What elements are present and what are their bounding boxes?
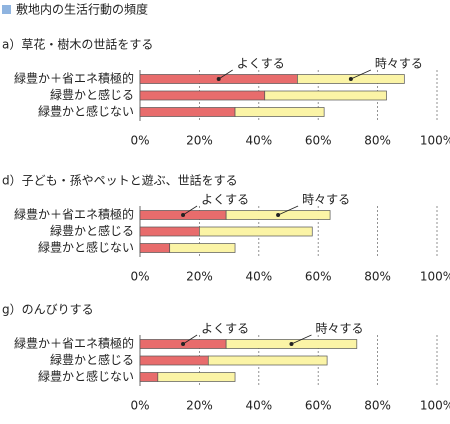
x-tick-label: 20% — [186, 134, 213, 148]
x-tick-label: 60% — [305, 399, 332, 413]
callout-dot — [348, 77, 353, 81]
callout-line — [350, 69, 372, 80]
x-tick-label: 100% — [420, 270, 450, 284]
chart-title: g）のんびりする — [2, 303, 94, 317]
y-tick-label: 緑豊かと感じる — [50, 223, 134, 238]
bar-segment — [234, 107, 325, 117]
bar-segment — [139, 355, 209, 366]
x-tick-label: 0% — [130, 270, 149, 284]
callout-line — [218, 69, 233, 80]
bar-segment — [139, 107, 236, 117]
legend-label: 時々する — [302, 193, 350, 207]
y-tick-label: 緑豊かと感じない — [38, 240, 134, 255]
callout-dot — [181, 213, 186, 217]
x-tick-label: 20% — [186, 270, 213, 284]
bar-segment — [157, 372, 236, 382]
bar-segment — [264, 90, 387, 101]
x-tick-label: 60% — [305, 270, 332, 284]
bar-segment — [207, 355, 328, 366]
bar-segment — [139, 90, 266, 101]
callout-dot — [181, 342, 186, 346]
legend-label: 時々する — [315, 322, 363, 336]
x-tick-label: 100% — [420, 134, 450, 148]
chart-title: a）草花・樹木の世話をする — [2, 37, 153, 52]
chart-title: d）子ども・孫やペットと遊ぶ、世話をする — [2, 173, 238, 188]
y-tick-label: 緑豊か＋省エネ積極的 — [14, 207, 134, 222]
callout-line — [291, 334, 312, 345]
page-title: 敷地内の生活行動の頻度 — [16, 2, 148, 17]
x-tick-label: 80% — [364, 399, 391, 413]
bar-segment — [139, 243, 171, 253]
bar-segment — [139, 226, 200, 237]
x-tick-label: 20% — [186, 399, 213, 413]
callout-dot — [216, 77, 221, 81]
callout-line — [182, 334, 198, 345]
x-tick-label: 0% — [130, 399, 149, 413]
legend-label: よくする — [237, 57, 285, 71]
y-tick-label: 緑豊か＋省エネ積極的 — [14, 71, 134, 86]
y-tick-label: 緑豊か＋省エネ積極的 — [14, 336, 134, 351]
x-tick-label: 60% — [305, 134, 332, 148]
legend-label: よくする — [201, 193, 249, 207]
y-tick-label: 緑豊かと感じる — [50, 87, 134, 102]
legend-label: 時々する — [375, 57, 423, 71]
bar-segment — [199, 226, 313, 237]
x-tick-label: 40% — [245, 270, 272, 284]
bar-segment — [169, 243, 236, 253]
y-tick-label: 緑豊かと感じる — [50, 352, 134, 367]
y-tick-label: 緑豊かと感じない — [38, 369, 134, 384]
callout-dot — [289, 342, 294, 346]
x-tick-label: 80% — [364, 134, 391, 148]
header-marker — [2, 5, 11, 14]
x-tick-label: 40% — [245, 134, 272, 148]
x-tick-label: 80% — [364, 270, 391, 284]
bar-segment — [139, 372, 159, 382]
y-tick-label: 緑豊かと感じない — [38, 104, 134, 119]
x-tick-label: 0% — [130, 134, 149, 148]
callout-dot — [276, 213, 281, 217]
callout-line — [277, 205, 299, 216]
callout-line — [182, 205, 198, 216]
x-tick-label: 40% — [245, 399, 272, 413]
legend-label: よくする — [201, 322, 249, 336]
x-tick-label: 100% — [420, 399, 450, 413]
